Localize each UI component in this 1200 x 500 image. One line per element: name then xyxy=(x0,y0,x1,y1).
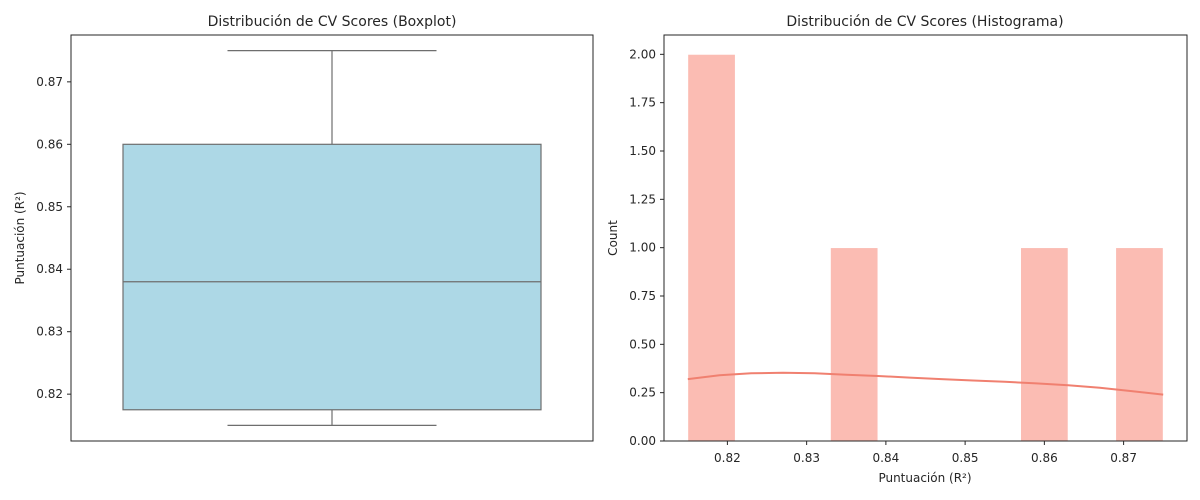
histogram-x-tick-label: 0.84 xyxy=(873,451,900,465)
histogram-kde-line xyxy=(687,371,1164,396)
boxplot-y-tick-label: 0.84 xyxy=(36,262,63,276)
histogram-bars xyxy=(687,53,1164,442)
histogram-ylabel: Count xyxy=(606,220,620,256)
boxplot-y-ticks: 0.82 0.83 0.84 0.85 0.86 0.87 xyxy=(36,75,71,401)
boxplot-y-tick-label: 0.82 xyxy=(36,387,63,401)
histogram-x-tick-label: 0.85 xyxy=(952,451,979,465)
histogram-x-tick-label: 0.87 xyxy=(1110,451,1137,465)
histogram-x-tick-label: 0.82 xyxy=(714,451,741,465)
histogram-y-tick-label: 0.25 xyxy=(629,386,656,400)
histogram-y-tick-label: 1.00 xyxy=(629,241,656,255)
boxplot-y-tick-label: 0.87 xyxy=(36,75,63,89)
histogram-y-tick-label: 1.25 xyxy=(629,192,656,206)
histogram-x-tick-label: 0.83 xyxy=(793,451,820,465)
boxplot-box xyxy=(122,143,542,411)
histogram-bar xyxy=(1020,247,1069,442)
histogram-bar xyxy=(1115,247,1164,442)
boxplot-ylabel: Puntuación (R²) xyxy=(13,191,27,284)
boxplot-y-tick-label: 0.85 xyxy=(36,200,63,214)
histogram-title: Distribución de CV Scores (Histograma) xyxy=(786,14,1063,30)
boxplot-y-tick-label: 0.86 xyxy=(36,137,63,151)
histogram-y-tick-label: 0.50 xyxy=(629,337,656,351)
boxplot-marks xyxy=(122,50,542,426)
histogram-y-tick-label: 2.00 xyxy=(629,47,656,61)
histogram-y-tick-label: 1.50 xyxy=(629,144,656,158)
histogram-x-ticks: 0.82 0.83 0.84 0.85 0.86 0.87 xyxy=(714,441,1137,465)
boxplot-y-tick-label: 0.83 xyxy=(36,325,63,339)
boxplot-axes-frame xyxy=(70,34,594,442)
histogram-y-tick-label: 0.00 xyxy=(629,434,656,448)
histogram-y-ticks: 0.00 0.25 0.50 0.75 1.00 1.25 1.50 1.75 2.00 xyxy=(629,47,664,448)
histogram-y-tick-label: 0.75 xyxy=(629,289,656,303)
histogram-y-tick-label: 1.75 xyxy=(629,96,656,110)
histogram-axes-frame xyxy=(663,34,1188,442)
histogram-xlabel: Puntuación (R²) xyxy=(878,471,971,485)
histogram-bar xyxy=(687,53,736,442)
histogram-bar xyxy=(830,247,879,442)
histogram-panel: Distribución de CV Scores (Histograma) C… xyxy=(606,14,1188,485)
boxplot-title: Distribución de CV Scores (Boxplot) xyxy=(208,14,457,30)
histogram-x-tick-label: 0.86 xyxy=(1031,451,1058,465)
boxplot-panel: Distribución de CV Scores (Boxplot) Punt… xyxy=(13,14,594,442)
